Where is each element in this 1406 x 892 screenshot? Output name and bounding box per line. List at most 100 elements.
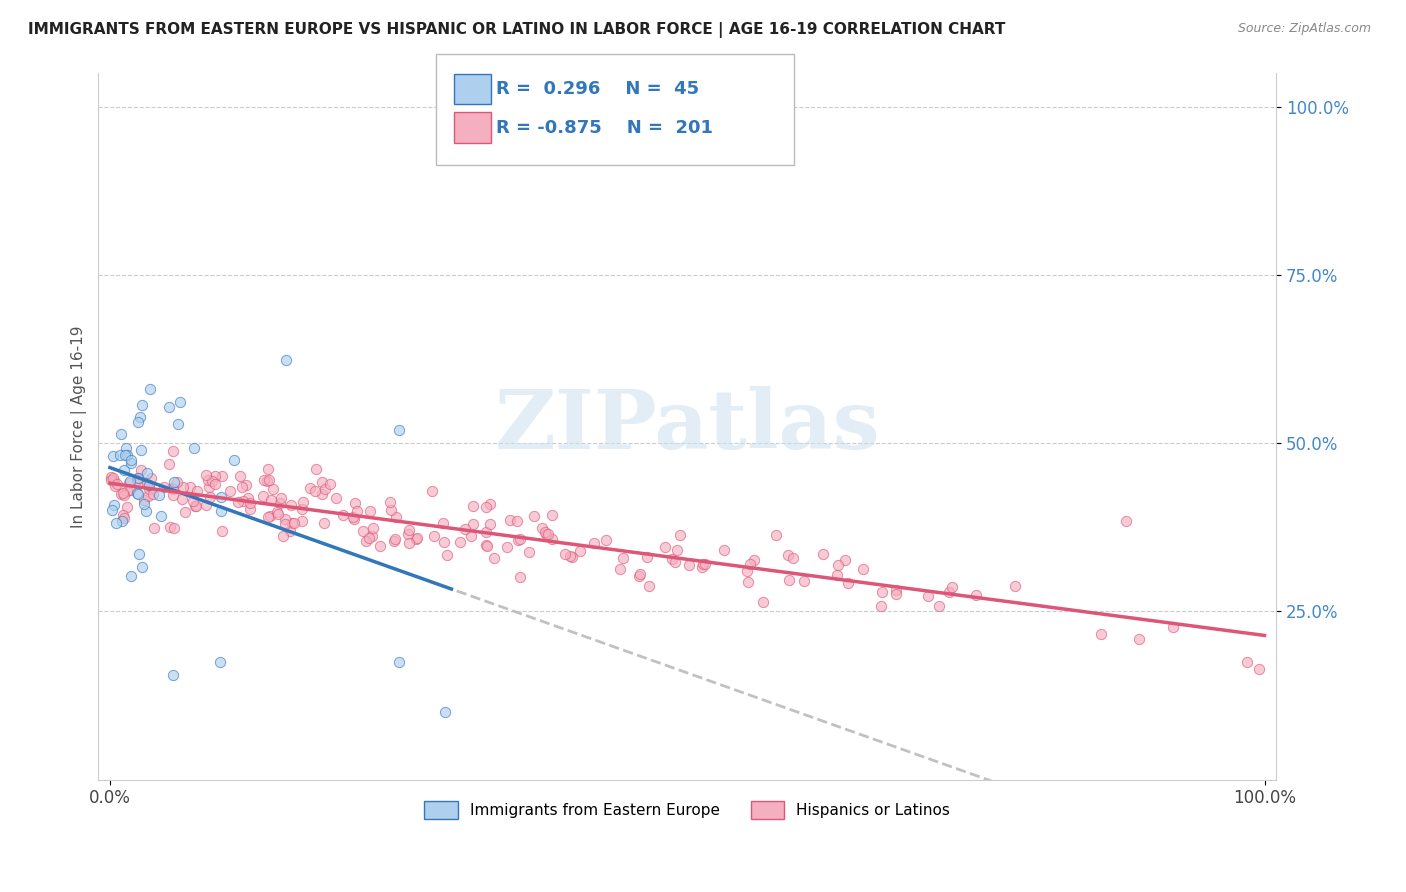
Point (253, 473, 276, 487)
Point (396, 527, 419, 541)
Point (183, 441, 205, 455)
Point (380, 502, 402, 516)
Point (612, 550, 634, 565)
Point (134, 493, 156, 508)
Point (554, 547, 576, 561)
Point (112, 463, 135, 477)
Point (406, 531, 429, 545)
Point (509, 532, 531, 546)
Point (638, 579, 661, 593)
Point (627, 569, 650, 583)
Point (537, 526, 560, 541)
Point (229, 469, 252, 483)
Point (166, 475, 188, 490)
Point (311, 475, 333, 489)
Point (738, 557, 761, 571)
Point (211, 524, 233, 538)
Point (1090, 627, 1112, 641)
Point (778, 574, 800, 588)
Point (499, 513, 522, 527)
Point (204, 477, 226, 491)
Point (211, 469, 233, 483)
Point (274, 517, 297, 532)
Point (131, 398, 153, 412)
Point (118, 476, 141, 491)
Point (398, 524, 420, 538)
Point (138, 477, 160, 491)
Point (200, 491, 222, 505)
Point (208, 655, 231, 669)
Point (517, 545, 540, 559)
Point (267, 507, 290, 521)
Point (737, 575, 759, 590)
Point (129, 462, 152, 476)
Point (111, 485, 134, 500)
Point (110, 448, 132, 462)
Point (148, 488, 170, 502)
Point (595, 533, 617, 547)
Point (110, 427, 132, 442)
Point (361, 521, 384, 535)
Point (484, 551, 506, 566)
Point (162, 668, 184, 682)
Point (461, 517, 484, 532)
Point (197, 473, 219, 487)
Point (198, 480, 221, 494)
Point (134, 497, 156, 511)
Point (184, 499, 207, 513)
Point (793, 574, 815, 589)
Point (582, 536, 605, 550)
Point (343, 511, 366, 525)
Point (111, 514, 134, 528)
Point (782, 551, 804, 566)
Point (138, 482, 160, 496)
Point (433, 706, 456, 720)
Point (291, 514, 314, 528)
Point (713, 542, 735, 557)
Point (477, 539, 499, 553)
Point (179, 480, 201, 494)
Point (239, 496, 262, 510)
Point (884, 586, 907, 600)
Point (332, 508, 354, 522)
Point (305, 462, 328, 476)
Point (120, 483, 142, 497)
Point (461, 500, 484, 514)
Point (319, 477, 342, 491)
Point (1161, 620, 1184, 634)
Point (837, 575, 859, 590)
Point (112, 510, 135, 524)
Point (163, 475, 186, 490)
Point (204, 469, 226, 483)
Point (162, 488, 184, 502)
Point (166, 417, 188, 431)
Point (139, 382, 162, 396)
Point (162, 444, 184, 458)
Point (558, 549, 581, 563)
Point (690, 559, 713, 574)
Point (222, 453, 245, 467)
Point (359, 504, 381, 518)
Point (509, 570, 531, 584)
Point (271, 529, 294, 543)
Point (103, 498, 125, 512)
Point (256, 509, 278, 524)
Point (541, 508, 564, 523)
Point (128, 547, 150, 561)
Point (568, 543, 591, 558)
Point (380, 495, 402, 509)
Point (346, 504, 368, 518)
Point (127, 487, 149, 501)
Point (765, 528, 787, 542)
Point (304, 483, 326, 498)
Point (201, 474, 224, 488)
Point (460, 529, 482, 543)
Point (101, 471, 124, 485)
Point (239, 501, 262, 516)
Point (478, 516, 501, 531)
Point (475, 500, 498, 514)
Point (159, 520, 181, 534)
Point (609, 562, 631, 576)
Point (384, 509, 406, 524)
Point (252, 489, 274, 503)
